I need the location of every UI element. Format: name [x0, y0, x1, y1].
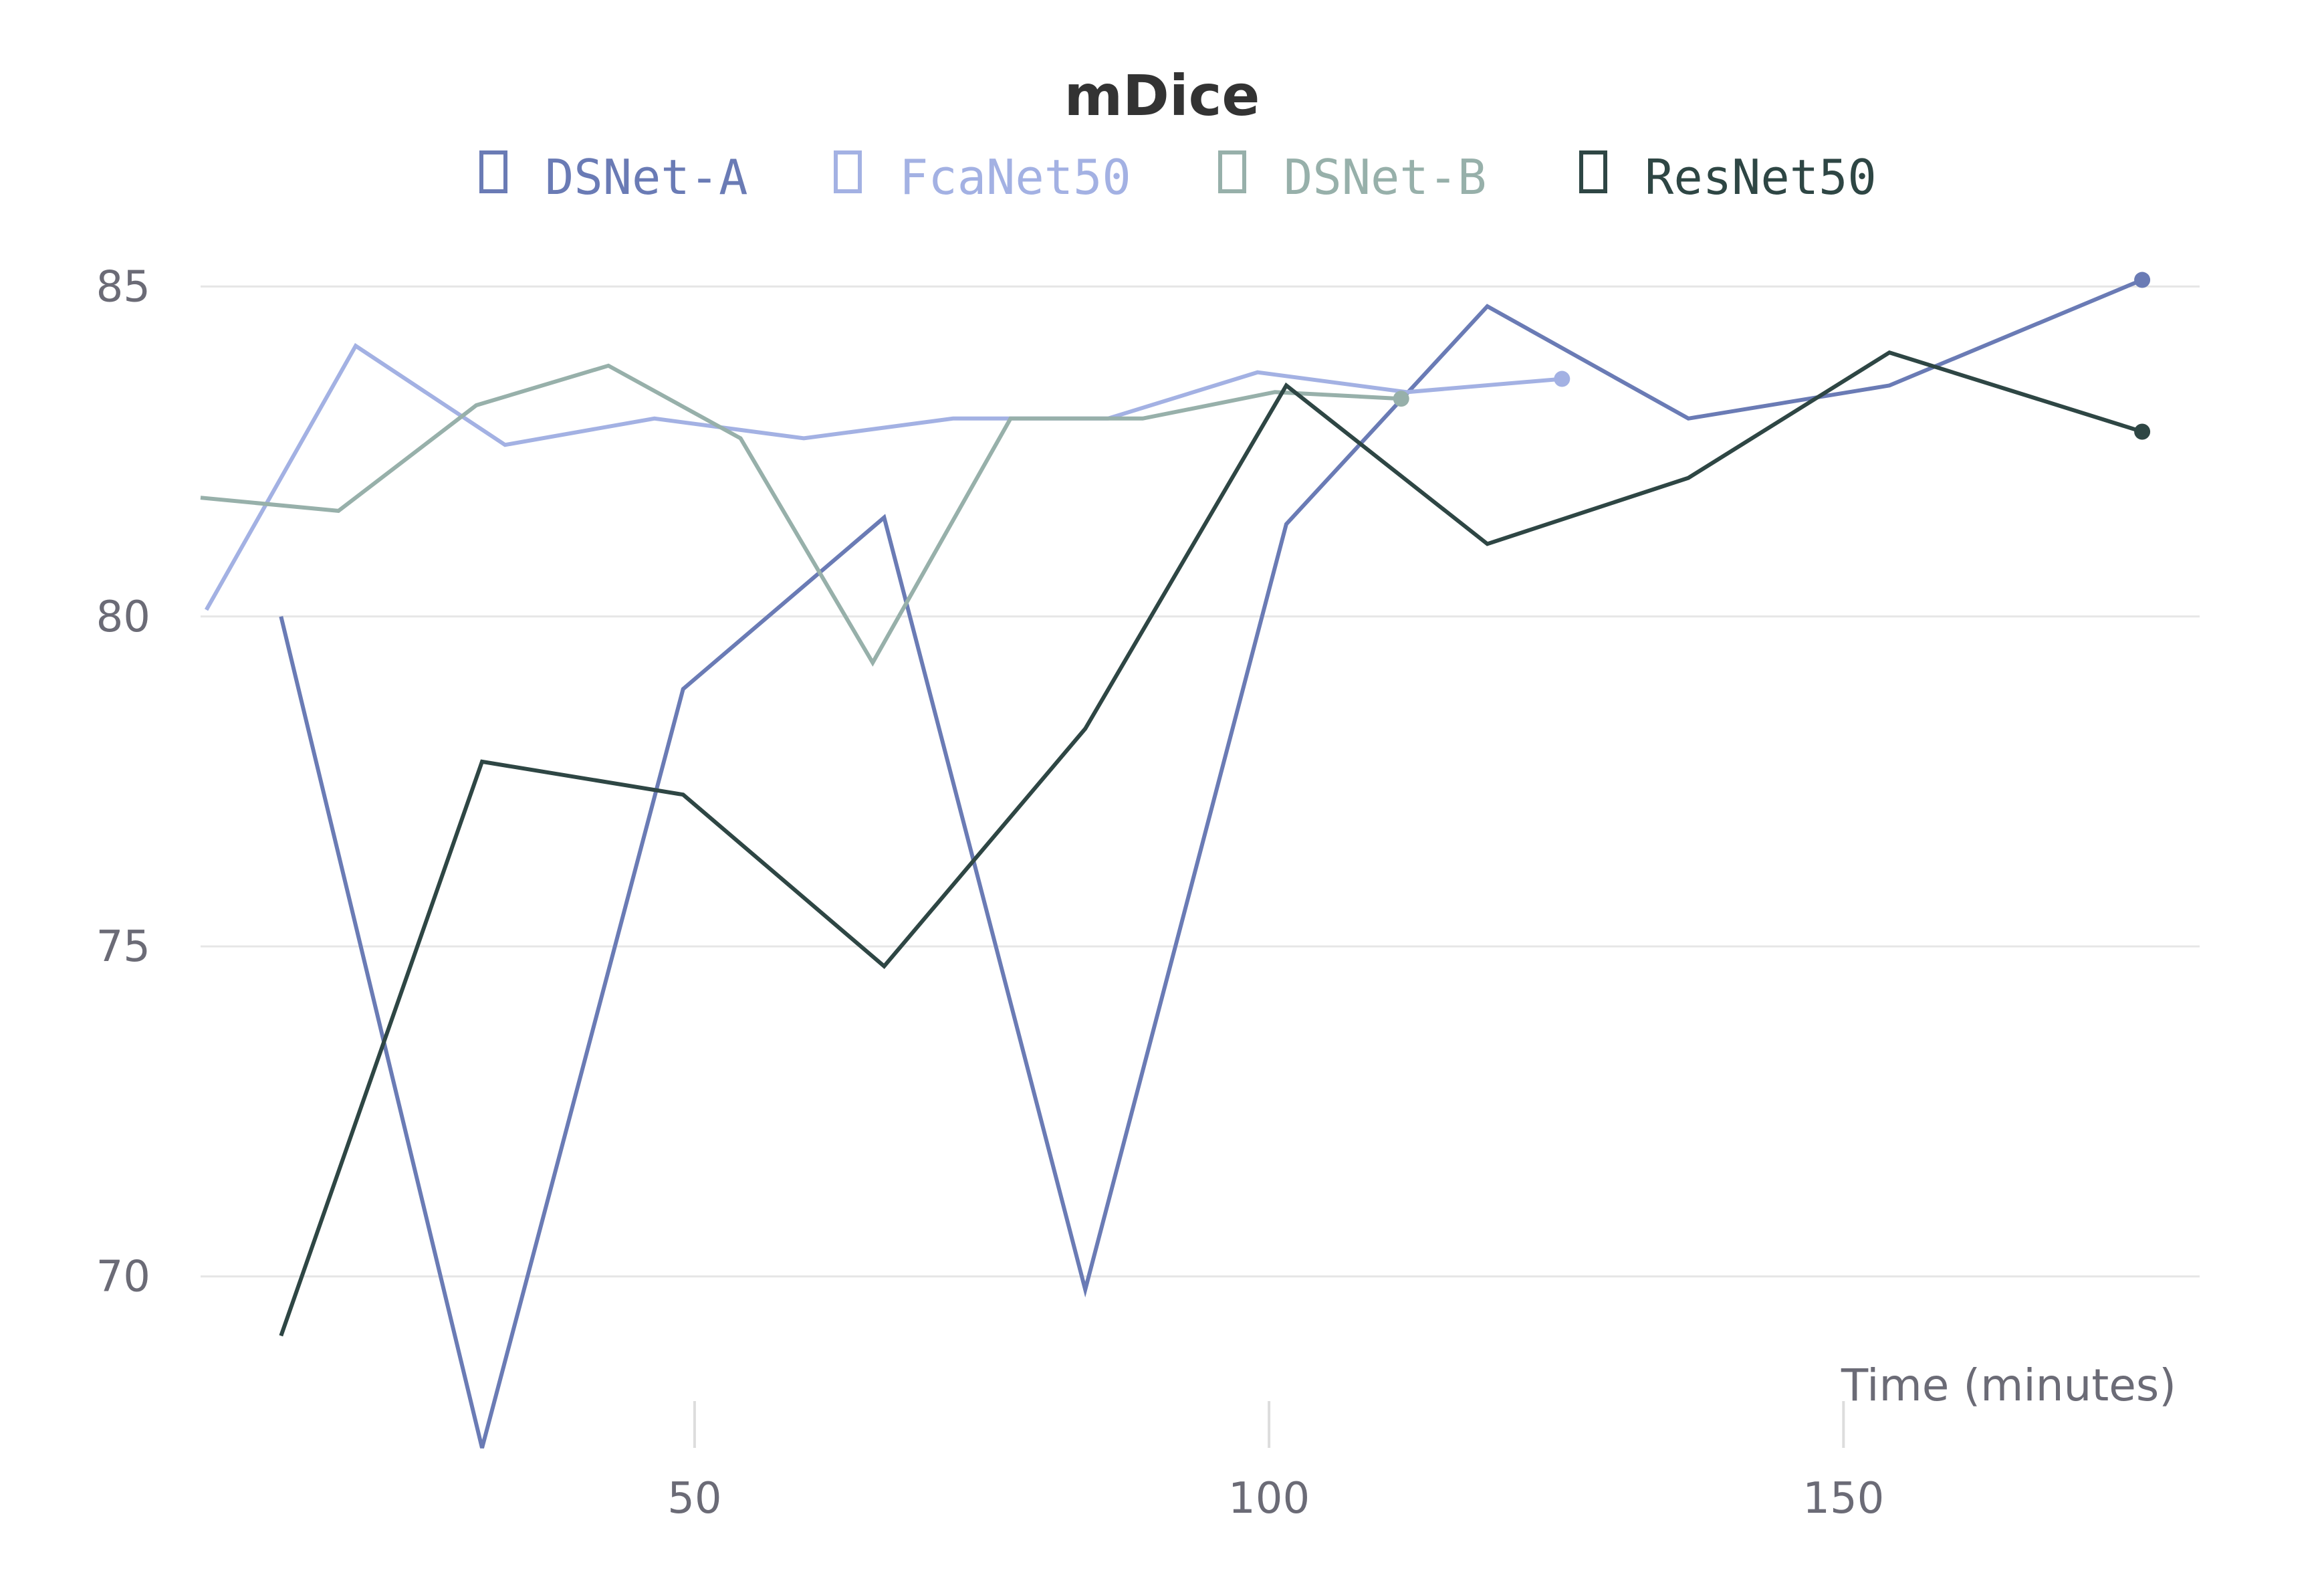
legend-swatch-dsnet-b	[1218, 150, 1246, 193]
legend-item-dsnet-a: DSNet-A	[479, 149, 747, 205]
x-tick-label-150: 150	[1803, 1474, 1884, 1523]
legend-swatch-resnet50	[1579, 150, 1607, 193]
series-line-resnet50	[279, 350, 2143, 1337]
legend-item-fcanet50: FcaNet50	[834, 149, 1131, 205]
y-axis: 70 75 80 85	[96, 262, 150, 1301]
series-line-dsnet-b	[200, 363, 1401, 667]
series-line-fcanet50	[204, 342, 1562, 611]
legend-swatch-fcanet50	[834, 150, 862, 193]
y-tick-label-70: 70	[96, 1253, 150, 1302]
legend-item-dsnet-b: DSNet-B	[1218, 149, 1486, 205]
legend-label-dsnet-a: DSNet-A	[545, 149, 747, 205]
series-end-point-dsnet-b	[1393, 391, 1409, 407]
legend-label-resnet50: ResNet50	[1645, 149, 1877, 205]
legend-item-resnet50: ResNet50	[1579, 149, 1877, 205]
chart-title: mDice	[1064, 63, 1260, 128]
legend-label-dsnet-b: DSNet-B	[1284, 149, 1486, 205]
x-tick-label-100: 100	[1228, 1474, 1310, 1523]
legend: DSNet-A FcaNet50 DSNet-B ResNet50	[479, 149, 1877, 205]
plot-area	[200, 272, 2151, 1449]
y-tick-label-75: 75	[96, 922, 150, 972]
y-tick-label-85: 85	[96, 262, 150, 312]
x-tick-label-50: 50	[667, 1474, 721, 1523]
legend-swatch-dsnet-a	[479, 150, 507, 193]
x-axis: 50 100 150	[667, 1401, 1884, 1523]
x-axis-label: Time (minutes)	[1841, 1360, 2176, 1411]
y-tick-label-80: 80	[96, 593, 150, 642]
series-end-point-dsnet-a	[2134, 272, 2151, 288]
grid-lines	[201, 285, 2200, 1278]
series-end-point-resnet50	[2134, 423, 2151, 440]
series-end-point-fcanet50	[1554, 370, 1571, 387]
legend-label-fcanet50: FcaNet50	[899, 149, 1131, 205]
series-line-dsnet-a	[279, 278, 2143, 1449]
